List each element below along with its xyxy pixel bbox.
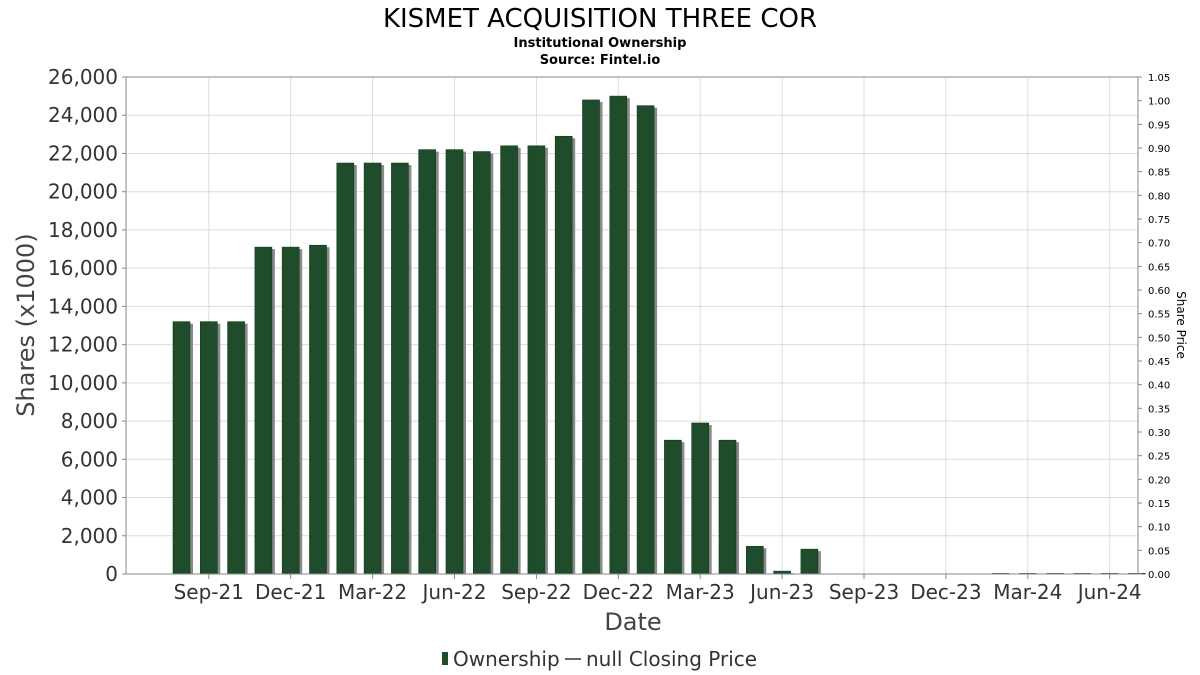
ownership-bar [391,162,409,575]
y2-tick-label: 0.95 [1148,120,1170,131]
ownership-bar [254,246,273,575]
x-tick-label: Jun-24 [1076,580,1142,604]
ownership-bar [718,439,737,575]
ownership-bar [172,321,191,575]
y2-tick-label: 0.25 [1148,452,1170,463]
y2-tick-label: 0.00 [1148,570,1170,581]
legend: Ownership null Closing Price [442,647,757,671]
ownership-bar [336,162,355,575]
x-tick-label: Sep-22 [501,580,571,604]
ownership-bar [309,244,327,575]
ownership-bar [527,145,546,575]
x-tick-label: Sep-23 [829,580,899,604]
y-tick-label: 10,000 [48,371,118,395]
y-tick-label: 18,000 [48,218,118,242]
y2-axis-ticks: 0.00 0.05 0.10 0.15 0.20 0.25 0.30 0.35 0.40 0.45… [1138,73,1170,581]
y-tick-label: 16,000 [48,256,118,280]
y-tick-label: 8,000 [61,409,118,433]
x-tick-label: Jun-22 [421,580,487,604]
y2-tick-label: 0.30 [1148,428,1170,439]
ownership-bar [227,321,245,575]
y2-tick-label: 0.60 [1148,286,1170,297]
ownership-bar [472,151,491,575]
x-tick-label: Dec-22 [583,580,654,604]
ownership-bar [554,135,573,575]
y-tick-label: 26,000 [48,65,118,89]
plot-area-frame [125,76,1139,575]
y-tick-label: 4,000 [61,486,118,510]
y-tick-label: 22,000 [48,141,118,165]
y2-tick-label: 0.50 [1148,333,1170,344]
ownership-bar [582,99,600,575]
y2-tick-label: 0.45 [1148,357,1170,368]
y2-tick-label: 0.05 [1148,546,1170,557]
chart-source: Source: Fintel.io [540,53,661,68]
x-tick-label: Mar-22 [338,580,407,604]
ownership-bar [281,246,300,575]
y-tick-label: 0 [105,562,118,586]
y2-tick-label: 0.80 [1148,191,1170,202]
y2-tick-label: 0.20 [1148,475,1170,486]
chart-subtitle: Institutional Ownership [514,36,687,51]
y2-tick-label: 0.75 [1148,215,1170,226]
x-tick-label: Jun-23 [748,580,814,604]
y2-tick-label: 1.05 [1148,73,1170,84]
x-tick-label: Dec-23 [910,580,981,604]
x-tick-label: Dec-21 [255,580,326,604]
y2-tick-label: 0.10 [1148,523,1170,534]
y2-tick-label: 0.40 [1148,381,1170,392]
ownership-bar [800,548,819,575]
y-tick-label: 24,000 [48,103,118,127]
y2-tick-label: 0.55 [1148,310,1170,321]
ownership-bar [691,422,710,575]
ownership-bar [200,321,218,575]
ownership-bar [418,149,437,575]
ownership-bar [500,145,518,575]
legend-ownership-swatch [442,652,448,665]
grid-lines [126,76,1138,575]
y2-tick-label: 0.70 [1148,239,1170,250]
x-tick-label: Mar-23 [666,580,735,604]
x-axis-label: Date [604,608,661,636]
y2-axis-label: Share Price [1174,291,1188,359]
ownership-bar [363,162,382,575]
x-axis-ticks: Sep-21 Dec-21 Mar-22 Jun-22 Sep-22 Dec-22 Mar-… [174,574,1142,604]
y-tick-label: 6,000 [61,447,118,471]
x-tick-label: Mar-24 [993,580,1062,604]
y-axis-label: Shares (x1000) [12,233,40,416]
legend-price-label: null Closing Price [586,647,757,671]
legend-ownership-label: Ownership [453,647,560,671]
y-tick-label: 12,000 [48,333,118,357]
chart-title: KISMET ACQUISITION THREE COR [383,4,817,34]
y2-tick-label: 0.15 [1148,499,1170,510]
y2-tick-label: 0.85 [1148,168,1170,179]
y2-tick-label: 0.90 [1148,144,1170,155]
y-tick-label: 20,000 [48,180,118,204]
x-tick-label: Sep-21 [174,580,244,604]
bars-group [172,95,1146,575]
y-tick-label: 2,000 [61,524,118,548]
ownership-bar [636,105,655,575]
ownership-bar [745,545,764,575]
y2-tick-label: 0.35 [1148,404,1170,415]
y-axis-ticks: 0 2,000 4,000 6,000 8,000 10,000 12,000 14,000 1… [48,65,126,586]
y-tick-label: 14,000 [48,294,118,318]
y2-tick-label: 0.65 [1148,262,1170,273]
ownership-bar [664,439,682,575]
y2-tick-label: 1.00 [1148,97,1170,108]
ownership-bar [609,95,628,575]
ownership-bar [445,149,464,575]
